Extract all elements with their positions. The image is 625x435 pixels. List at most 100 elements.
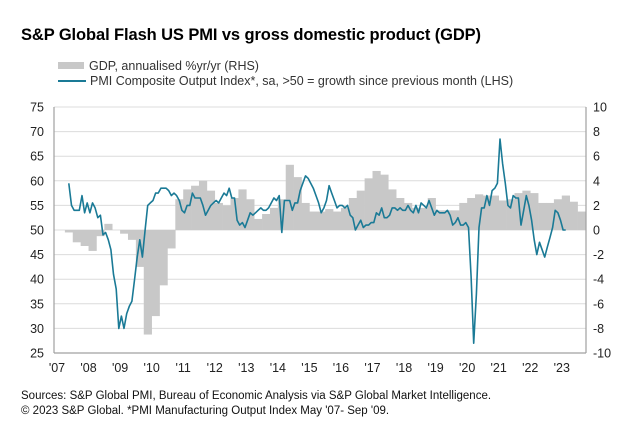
x-tick-label: '13 <box>238 361 254 375</box>
y-left-tick-label: 40 <box>30 273 44 287</box>
x-tick-label: '23 <box>554 361 570 375</box>
gdp-bar <box>262 214 271 230</box>
legend-swatch-gdp <box>58 62 84 69</box>
gdp-bar <box>451 210 460 230</box>
legend-label-pmi: PMI Composite Output Index*, sa, >50 = g… <box>90 73 514 88</box>
x-tick-label: '14 <box>270 361 286 375</box>
y-right-tick-label: -8 <box>593 322 604 336</box>
gdp-bar <box>230 198 239 230</box>
y-left-tick-label: 35 <box>30 297 44 311</box>
gdp-bar <box>522 190 531 230</box>
gdp-bar <box>569 201 578 230</box>
gdp-bar <box>427 198 436 230</box>
gdp-bar <box>151 230 160 317</box>
x-tick-label: '08 <box>80 361 96 375</box>
gdp-bar <box>159 230 168 286</box>
chart-title: S&P Global Flash US PMI vs gross domesti… <box>21 26 481 44</box>
gdp-bar <box>396 198 405 230</box>
gdp-bar <box>404 202 413 230</box>
gdp-bar <box>191 185 200 230</box>
gdp-bar <box>333 211 342 230</box>
y-right-ticks: -10 -8 -6 -4 -2 0 2 4 6 8 10 <box>593 101 611 361</box>
x-tick-label: '16 <box>333 361 349 375</box>
x-tick-label: '19 <box>427 361 443 375</box>
gdp-bar <box>475 194 484 230</box>
gdp-bar <box>380 174 389 230</box>
gdp-bar <box>72 230 81 243</box>
y-right-tick-label: 0 <box>593 224 600 238</box>
gdp-bar <box>372 170 381 230</box>
gdp-bar <box>222 205 231 230</box>
gdp-bar <box>143 230 152 335</box>
pmi-line-group <box>68 138 566 345</box>
gdp-bar <box>277 199 287 230</box>
gdp-bar <box>482 195 492 230</box>
footer-copyright: © 2023 S&P Global. *PMI Manufacturing Ou… <box>21 405 390 417</box>
gdp-bar <box>546 202 555 230</box>
legend: GDP, annualised %yr/yr (RHS) PMI Composi… <box>58 58 513 88</box>
y-right-tick-label: 6 <box>593 150 600 164</box>
gdp-bar <box>348 198 358 230</box>
y-right-tick-label: -10 <box>593 347 611 361</box>
axes <box>53 107 587 354</box>
y-left-tick-label: 75 <box>30 101 44 115</box>
y-left-tick-label: 25 <box>30 347 44 361</box>
y-left-tick-label: 60 <box>30 174 44 188</box>
gdp-bar <box>238 189 247 230</box>
x-tick-label: '11 <box>176 361 191 375</box>
y-right-tick-label: 10 <box>593 101 607 115</box>
gdp-bar <box>490 195 499 230</box>
y-right-tick-label: -6 <box>593 297 604 311</box>
gdp-bar <box>104 223 113 230</box>
footer-sources: Sources: S&P Global PMI, Bureau of Econo… <box>21 390 492 402</box>
y-right-tick-label: 8 <box>593 125 600 139</box>
x-tick-label: '10 <box>144 361 160 375</box>
y-left-tick-label: 45 <box>30 248 44 262</box>
x-tick-label: '12 <box>207 361 223 375</box>
y-left-tick-label: 50 <box>30 224 44 238</box>
gdp-bar <box>443 210 452 230</box>
gdp-bar <box>364 178 373 230</box>
gdp-bar <box>419 207 429 230</box>
gdp-bar <box>64 230 74 233</box>
gdp-bar <box>80 230 89 246</box>
gdp-bar <box>88 230 97 251</box>
gdp-bar <box>325 209 334 230</box>
gdp-bar <box>206 190 216 230</box>
x-tick-label: '17 <box>364 361 380 375</box>
gdp-bars <box>64 164 587 335</box>
legend-swatch-pmi <box>58 79 86 82</box>
y-right-tick-label: -4 <box>593 273 604 287</box>
gdp-bar <box>340 207 350 230</box>
gdp-bar <box>467 198 476 230</box>
legend-item-gdp: GDP, annualised %yr/yr (RHS) <box>58 58 513 73</box>
y-left-tick-label: 30 <box>30 322 44 336</box>
gdp-bar <box>120 230 129 234</box>
y-left-ticks: 25 30 35 40 45 50 55 60 65 70 75 <box>30 101 44 361</box>
x-tick-label: '18 <box>396 361 412 375</box>
gdp-bar <box>506 199 515 230</box>
x-tick-label: '21 <box>491 361 507 375</box>
gdp-bar <box>175 199 184 230</box>
gdp-bar <box>214 202 223 230</box>
x-tick-label: '22 <box>522 361 538 375</box>
gdp-bar <box>135 230 145 267</box>
x-tick-label: '15 <box>301 361 317 375</box>
gdp-bar <box>127 230 137 240</box>
y-right-tick-label: 2 <box>593 199 600 213</box>
gdp-bar <box>285 164 294 230</box>
gdp-bar <box>269 207 279 230</box>
y-left-tick-label: 70 <box>30 125 44 139</box>
y-right-tick-label: -2 <box>593 248 604 262</box>
legend-label-gdp: GDP, annualised %yr/yr (RHS) <box>89 58 259 73</box>
gdp-bar <box>254 218 263 230</box>
gdp-bar <box>577 211 586 230</box>
x-tick-label: '07 <box>49 361 65 375</box>
x-ticks: '07 '08 '09 '10 '11 '12 '13 '14 '15 '16 '17 '18 '19 '… <box>49 361 570 375</box>
gdp-bar <box>317 211 326 230</box>
gdp-bar <box>498 200 507 230</box>
gdp-bar <box>459 202 468 230</box>
footer: Sources: S&P Global PMI, Bureau of Econo… <box>21 389 491 419</box>
gdp-bar <box>356 190 365 230</box>
